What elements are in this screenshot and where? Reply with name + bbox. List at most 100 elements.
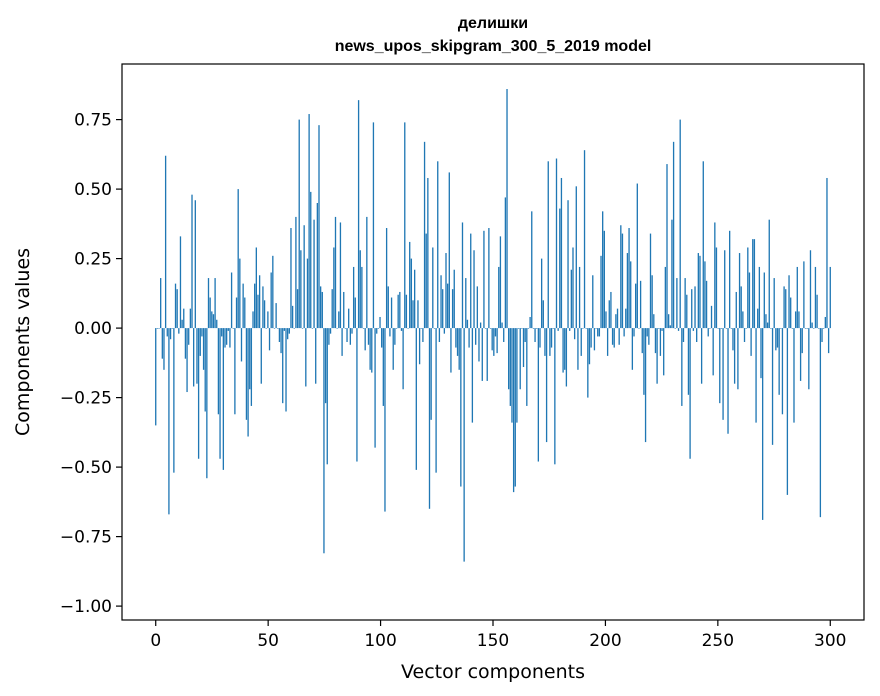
bar-395 (806, 328, 808, 329)
bar-153 (407, 328, 409, 329)
bar-13 (176, 289, 178, 329)
bar-408 (827, 328, 830, 354)
bar-231 (536, 328, 538, 329)
bar-273 (605, 311, 607, 329)
bar-110 (336, 328, 338, 329)
bar-165 (427, 177, 429, 329)
bar-75 (278, 328, 281, 342)
bar-226 (527, 328, 530, 329)
bar-9 (169, 328, 172, 340)
bar-227 (529, 316, 531, 329)
bar-129 (367, 328, 370, 345)
bar-77 (282, 328, 284, 404)
bar-206 (494, 328, 497, 337)
bar-159 (417, 300, 419, 329)
bar-32 (207, 278, 210, 329)
bar-130 (369, 328, 371, 370)
bar-320 (682, 328, 685, 342)
bar-191 (470, 233, 472, 329)
bar-69 (268, 328, 271, 351)
bar-382 (785, 289, 787, 329)
bar-327 (694, 286, 696, 329)
bar-199 (483, 230, 485, 329)
y-tick-label: 0.75 (74, 111, 112, 131)
bar-200 (484, 328, 487, 329)
bar-163 (423, 141, 426, 329)
bar-54 (244, 297, 246, 329)
chart-subtitle: news_upos_skipgram_300_5_2019 model (335, 38, 652, 55)
bar-296 (643, 328, 645, 395)
bar-66 (263, 300, 266, 329)
bar-98 (316, 203, 319, 329)
bar-45 (229, 328, 231, 348)
bar-272 (603, 230, 605, 329)
bar-215 (509, 328, 511, 406)
bar-147 (397, 294, 399, 329)
bar-308 (663, 328, 665, 376)
x-tick-label: 250 (702, 631, 734, 651)
bar-193 (473, 250, 475, 329)
bar-161 (420, 328, 422, 329)
bar-3 (160, 278, 162, 329)
bar-260 (583, 150, 586, 329)
bar-381 (783, 286, 785, 329)
bar-126 (362, 328, 365, 329)
bar-83 (291, 305, 294, 329)
bar-15 (179, 236, 182, 329)
bar-311 (667, 314, 670, 329)
bar-253 (572, 247, 574, 329)
bar-151 (404, 122, 406, 329)
bar-4 (161, 328, 163, 359)
bar-354 (738, 253, 741, 329)
bar-242 (554, 328, 556, 465)
bar-140 (385, 228, 388, 329)
bar-91 (305, 328, 307, 387)
bar-250 (567, 200, 569, 329)
bar-2 (158, 328, 160, 329)
bar-99 (318, 125, 320, 329)
bar-68 (267, 311, 269, 329)
bar-38 (217, 328, 220, 415)
bar-291 (635, 283, 637, 329)
bar-55 (245, 328, 248, 420)
bar-152 (405, 294, 408, 329)
bar-82 (290, 228, 292, 329)
bar-217 (512, 328, 515, 493)
bar-65 (262, 286, 264, 329)
bar-171 (437, 161, 439, 329)
bar-166 (428, 328, 431, 509)
bar-120 (352, 266, 355, 329)
bar-363 (753, 239, 756, 329)
bar-341 (717, 328, 719, 329)
bar-80 (287, 328, 289, 340)
bar-288 (630, 261, 632, 329)
bar-50 (237, 189, 239, 329)
bar-285 (625, 308, 627, 329)
bar-318 (679, 119, 681, 329)
bar-174 (442, 289, 444, 329)
bar-386 (791, 328, 793, 329)
bar-92 (306, 258, 309, 329)
bar-378 (778, 328, 780, 395)
bar-348 (729, 230, 731, 329)
bar-42 (224, 328, 226, 348)
bar-230 (534, 328, 536, 342)
bar-49 (235, 297, 238, 329)
bar-173 (440, 275, 442, 329)
bar-252 (570, 269, 572, 329)
bar-33 (209, 297, 211, 329)
bar-197 (479, 322, 482, 329)
bar-247 (562, 328, 564, 373)
bar-58 (250, 328, 253, 406)
bar-209 (499, 236, 502, 329)
bar-359 (747, 247, 749, 329)
x-axis: 0 50 100 150 200 250 300 (150, 620, 846, 651)
bar-385 (790, 297, 792, 329)
bar-303 (654, 328, 657, 354)
bar-287 (628, 228, 630, 329)
bar-323 (687, 328, 690, 395)
bar-194 (475, 328, 477, 345)
bar-335 (707, 328, 709, 337)
bar-71 (272, 255, 274, 329)
bar-109 (334, 216, 337, 329)
